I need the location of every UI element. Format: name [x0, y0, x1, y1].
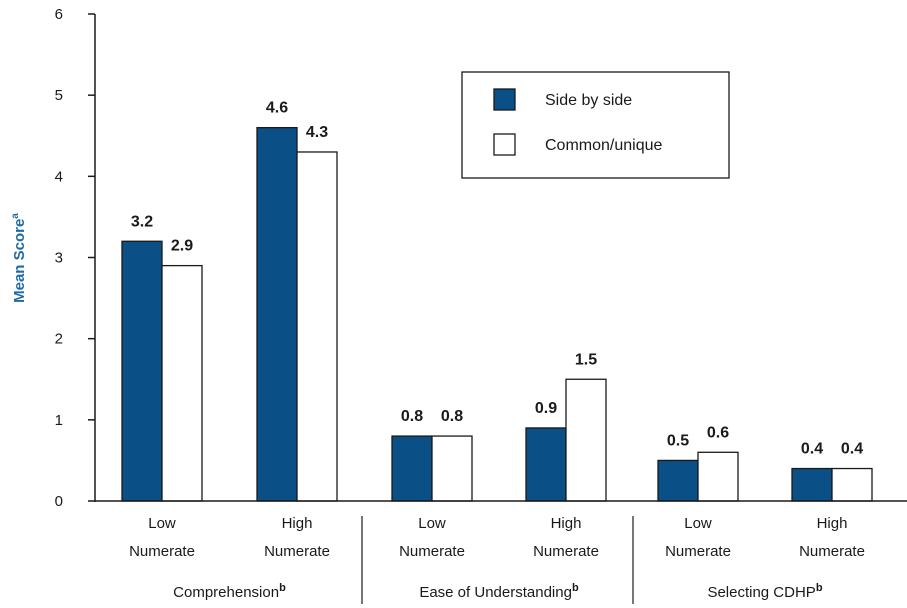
- group-label: Selecting CDHPb: [707, 582, 822, 601]
- y-tick-label: 6: [55, 6, 63, 23]
- y-axis: 0 1 2 3 4 5 6: [55, 6, 96, 510]
- y-axis-label-text: Mean Score: [11, 219, 28, 303]
- bar: [296, 151, 338, 502]
- bar-value-label: 0.8: [401, 408, 423, 425]
- bar-value-label: 0.5: [667, 432, 689, 449]
- group-label: Comprehensionb: [173, 582, 286, 601]
- bar: [565, 378, 607, 502]
- y-tick-label: 1: [55, 412, 63, 429]
- x-tick-label-line2: Numerate: [264, 543, 330, 560]
- bar-value-label: 2.9: [171, 238, 193, 255]
- bar-value-label: 0.4: [841, 441, 863, 458]
- legend-swatch: [493, 133, 516, 156]
- bar: [697, 451, 739, 502]
- y-tick-label: 0: [55, 493, 63, 510]
- bar: [161, 264, 203, 502]
- bar-value-label: 1.5: [575, 351, 597, 368]
- y-axis-label-sup: a: [10, 213, 21, 219]
- y-tick-label: 4: [55, 168, 63, 185]
- bar-value-label: 4.3: [306, 124, 328, 141]
- y-tick-label: 3: [55, 250, 63, 267]
- bar: [791, 467, 833, 502]
- x-tick-label-line2: Numerate: [533, 543, 599, 560]
- bar: [431, 435, 473, 502]
- x-axis: Low Numerate High Numerate Low Numerate High Nu…: [95, 500, 907, 604]
- x-tick-label-line2: Numerate: [129, 543, 195, 560]
- legend-label: Common/unique: [545, 137, 663, 154]
- bar-value-label: 0.4: [801, 441, 823, 458]
- x-tick-label-line1: High: [551, 515, 582, 532]
- legend-label: Side by side: [545, 92, 632, 109]
- x-tick-label-line1: Low: [418, 515, 446, 532]
- legend-box: [461, 71, 730, 179]
- bar-value-label: 0.9: [535, 400, 557, 417]
- bar-value-label: 4.6: [266, 100, 288, 117]
- bar: [121, 240, 163, 502]
- y-tick-label: 5: [55, 87, 63, 104]
- bar-value-label: 0.8: [441, 408, 463, 425]
- x-tick-label-line1: Low: [684, 515, 712, 532]
- x-tick-label-line2: Numerate: [665, 543, 731, 560]
- y-axis-label: Mean Scorea: [10, 213, 28, 303]
- x-tick-label-line2: Numerate: [799, 543, 865, 560]
- x-tick-label-line2: Numerate: [399, 543, 465, 560]
- bar: [256, 126, 298, 502]
- bars: 3.2 4.6 0.8 0.9 0.5 0.4 2.9 4.3 0.8 1.5 0.6 0.4: [121, 100, 873, 502]
- bar-value-label: 3.2: [131, 213, 153, 230]
- legend-swatch: [493, 88, 516, 111]
- bar: [391, 435, 433, 502]
- legend: Side by side Common/unique: [461, 71, 730, 179]
- y-tick-label: 2: [55, 331, 63, 348]
- group-label: Ease of Understandingb: [419, 582, 579, 601]
- bar: [657, 459, 699, 502]
- x-tick-label-line1: High: [817, 515, 848, 532]
- x-tick-label-line1: High: [282, 515, 313, 532]
- bar: [525, 427, 567, 502]
- bar: [831, 467, 873, 502]
- x-tick-label-line1: Low: [148, 515, 176, 532]
- bar-value-label: 0.6: [707, 424, 729, 441]
